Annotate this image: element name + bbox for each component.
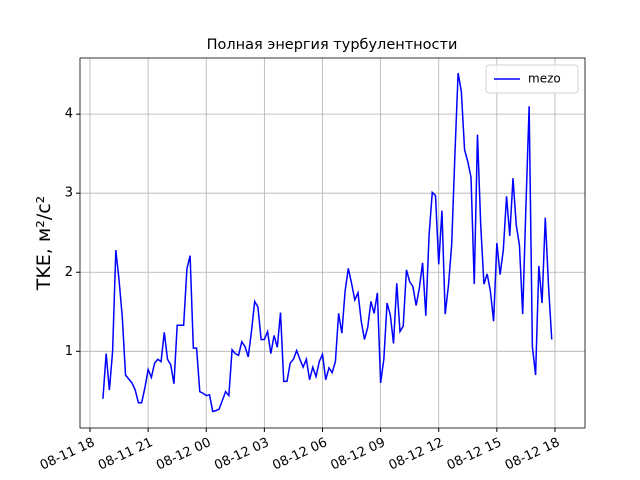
x-tick-label: 08-12 06 xyxy=(270,435,329,473)
plot-frame xyxy=(79,57,586,429)
legend-label: mezo xyxy=(528,72,561,86)
x-tick-label: 08-12 00 xyxy=(154,435,213,473)
x-tick-label: 08-12 09 xyxy=(328,435,387,473)
y-tick-label: 2 xyxy=(65,265,73,280)
y-tick-label: 4 xyxy=(65,107,73,122)
x-tick-label: 08-12 03 xyxy=(212,435,271,473)
data-line xyxy=(102,72,553,413)
x-tick-label: 08-12 12 xyxy=(387,435,446,473)
legend: mezo xyxy=(485,64,579,94)
x-tick-label: 08-11 21 xyxy=(96,435,155,473)
chart-title: Полная энергия турбулентности xyxy=(207,37,458,53)
x-tick-label: 08-11 18 xyxy=(38,435,97,473)
legend-box xyxy=(485,64,579,94)
y-tick-label: 1 xyxy=(65,344,73,359)
y-axis-label: TKE, м²/с² xyxy=(33,196,55,292)
y-tick-label: 3 xyxy=(65,186,73,201)
x-tick-label: 08-12 18 xyxy=(503,435,562,473)
x-tick-label: 08-12 15 xyxy=(445,435,504,473)
